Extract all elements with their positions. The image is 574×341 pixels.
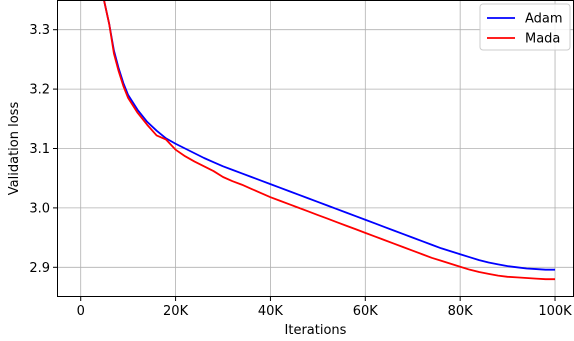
legend: Adam Mada [479, 3, 571, 51]
x-tick-label: 0 [77, 304, 85, 319]
y-tick-label: 3.1 [29, 142, 50, 157]
x-tick-label: 40K [258, 304, 284, 319]
series-line-adam [103, 0, 556, 271]
y-tick-label: 3.0 [29, 201, 50, 216]
series-line-mada [103, 0, 556, 281]
y-axis-ticks: 2.9 3.0 3.1 3.2 3.3 [29, 23, 57, 276]
y-axis-label: Validation loss [7, 102, 22, 196]
legend-label-mada: Mada [525, 32, 560, 47]
x-tick-label: 60K [353, 304, 379, 319]
x-axis-label: Iterations [285, 323, 347, 338]
legend-label-adam: Adam [525, 12, 563, 27]
series-lines [103, 0, 556, 281]
x-tick-label: 100K [538, 304, 572, 319]
x-tick-label: 80K [448, 304, 474, 319]
y-tick-label: 3.2 [29, 83, 50, 98]
y-tick-label: 3.3 [29, 23, 50, 38]
x-axis-ticks: 0 20K 40K 60K 80K 100K [77, 297, 572, 319]
x-tick-label: 20K [163, 304, 189, 319]
y-tick-label: 2.9 [29, 261, 50, 276]
